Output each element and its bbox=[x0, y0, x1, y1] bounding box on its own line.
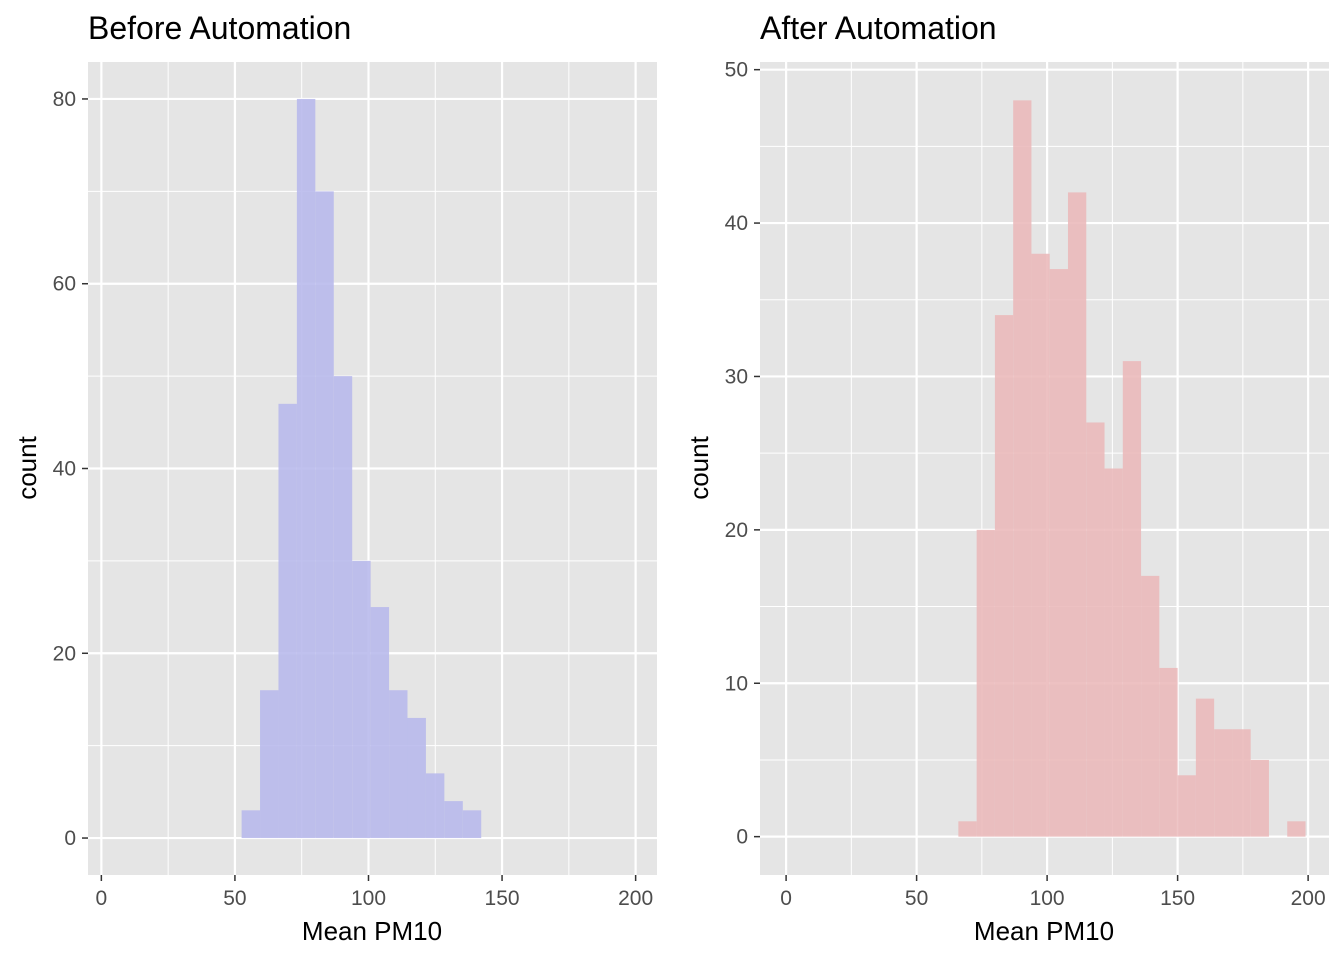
axis-ticks: 0 50 100 150 200 0 10 20 30 40 50 bbox=[725, 59, 1326, 910]
histogram-bar bbox=[425, 773, 445, 839]
bars bbox=[958, 100, 1306, 837]
histogram-bar bbox=[1232, 729, 1251, 837]
histogram-bar bbox=[370, 607, 390, 839]
chart-title: Before Automation bbox=[88, 10, 351, 46]
y-tick-label: 10 bbox=[725, 672, 748, 695]
histogram-bar bbox=[1013, 100, 1032, 837]
x-tick-label: 200 bbox=[618, 887, 653, 910]
x-tick-label: 150 bbox=[1160, 887, 1195, 910]
x-tick-label: 0 bbox=[96, 887, 108, 910]
chart-title: After Automation bbox=[760, 10, 997, 46]
panel-after-automation: After Automation 0 50 100 150 200 0 10 20 30 40 50… bbox=[684, 10, 1329, 946]
y-axis-title: count bbox=[12, 435, 42, 499]
y-tick-label: 0 bbox=[64, 827, 76, 850]
panel-before-automation: Before Automation 0 50 100 150 200020406080 … bbox=[12, 10, 657, 946]
histogram-bar bbox=[389, 690, 408, 839]
x-tick-label: 200 bbox=[1291, 887, 1326, 910]
histogram-bar bbox=[994, 315, 1014, 837]
y-tick-label: 50 bbox=[725, 59, 748, 82]
histogram-bar bbox=[1067, 192, 1087, 837]
histogram-bar bbox=[278, 403, 297, 839]
x-tick-label: 150 bbox=[485, 887, 520, 910]
y-tick-label: 60 bbox=[53, 273, 76, 296]
bars bbox=[241, 98, 482, 839]
axis-ticks: 0 50 100 150 200 0 20 40 60 80 bbox=[53, 88, 654, 910]
histogram-bar bbox=[1195, 698, 1215, 837]
histogram-bar bbox=[1031, 253, 1050, 837]
y-tick-label: 80 bbox=[53, 88, 76, 111]
x-tick-label: 50 bbox=[223, 887, 246, 910]
y-tick-label: 20 bbox=[725, 519, 748, 542]
y-tick-label: 40 bbox=[53, 458, 76, 481]
histogram-bar bbox=[1214, 729, 1233, 837]
histogram-bar bbox=[976, 529, 995, 837]
x-tick-label: 100 bbox=[1030, 887, 1065, 910]
histogram-bar bbox=[1104, 468, 1123, 837]
y-tick-label: 40 bbox=[725, 212, 748, 235]
histogram-bar bbox=[1141, 575, 1160, 837]
histogram-bar bbox=[958, 821, 977, 837]
histogram-bar bbox=[1086, 422, 1105, 837]
x-tick-label: 50 bbox=[905, 887, 928, 910]
x-axis-title: Mean PM10 bbox=[974, 916, 1114, 946]
histogram-bar bbox=[1250, 759, 1269, 837]
y-axis-title: count bbox=[684, 435, 714, 499]
histogram-bar bbox=[444, 801, 463, 839]
histogram-bar bbox=[1122, 361, 1142, 837]
histogram-bar bbox=[1287, 821, 1306, 837]
y-tick-label: 30 bbox=[725, 365, 748, 388]
histogram-bar bbox=[1177, 775, 1196, 837]
histogram-bar bbox=[352, 560, 371, 839]
x-tick-label: 0 bbox=[780, 887, 792, 910]
histogram-bar bbox=[407, 717, 426, 839]
histogram-bar bbox=[333, 376, 353, 839]
histogram-bar bbox=[260, 690, 279, 839]
histogram-bar bbox=[462, 810, 482, 839]
histogram-bar bbox=[296, 98, 316, 839]
x-tick-label: 100 bbox=[351, 887, 386, 910]
y-tick-label: 0 bbox=[736, 826, 748, 849]
histogram-bar bbox=[241, 810, 261, 839]
histogram-bar bbox=[315, 191, 334, 839]
y-tick-label: 20 bbox=[53, 642, 76, 665]
histogram-bar bbox=[1049, 269, 1068, 837]
histogram-bar bbox=[1159, 667, 1178, 837]
x-axis-title: Mean PM10 bbox=[302, 916, 442, 946]
